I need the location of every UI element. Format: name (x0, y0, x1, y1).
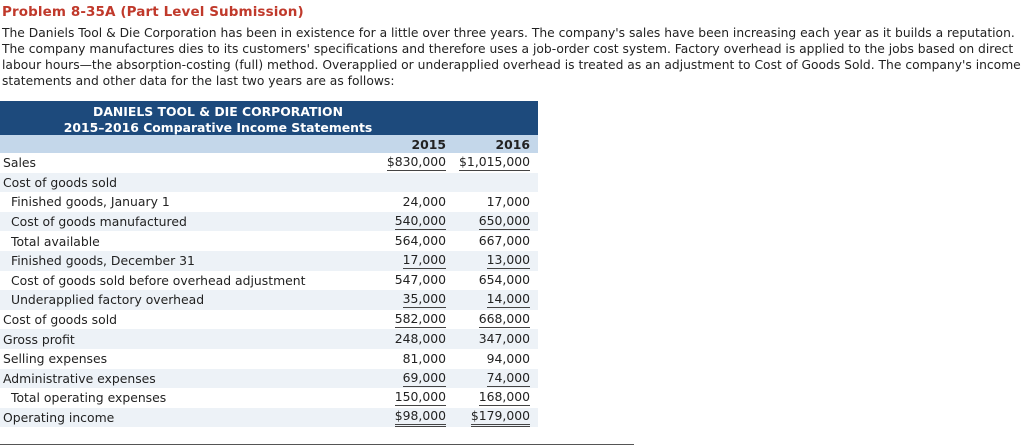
value-2016: 654,000 (478, 272, 530, 288)
table-row: Finished goods, December 31 17,000 13,00… (0, 250, 538, 271)
year-2016-header: 2016 (495, 136, 531, 152)
row-label: Administrative expenses (3, 370, 156, 386)
row-label: Total available (11, 233, 100, 249)
value-2015: 582,000 (394, 311, 446, 329)
value-2016: 650,000 (478, 213, 530, 231)
value-2015: $830,000 (386, 154, 446, 172)
table-row: Administrative expenses 69,000 74,000 (0, 368, 538, 389)
table-row: Sales $830,000 $1,015,000 (0, 153, 538, 173)
row-label: Cost of goods sold (3, 312, 117, 328)
table-row: Cost of goods manufactured 540,000 650,0… (0, 211, 538, 232)
row-label: Finished goods, January 1 (11, 194, 170, 210)
row-label: Underapplied factory overhead (11, 292, 205, 308)
table-row: Total operating expenses 150,000 168,000 (0, 388, 538, 408)
row-label: Sales (3, 155, 36, 171)
value-2015: 540,000 (394, 213, 446, 231)
value-2016: 168,000 (478, 389, 530, 407)
intro-line: The company manufactures dies to its cus… (2, 42, 1014, 56)
row-label: Gross profit (3, 331, 75, 347)
value-2015: 81,000 (402, 350, 446, 366)
value-2015: 564,000 (394, 233, 446, 249)
row-label: Total operating expenses (11, 390, 167, 406)
intro-line: The Daniels Tool & Die Corporation has b… (2, 26, 1015, 40)
row-label: Selling expenses (3, 351, 108, 367)
bottom-divider (0, 444, 634, 445)
intro-line: statements and other data for the last t… (2, 74, 395, 88)
table-row: Operating income $98,000 $179,000 (0, 407, 538, 428)
value-2015: 547,000 (394, 272, 446, 288)
row-label: Operating income (3, 410, 115, 426)
value-2016: 17,000 (486, 193, 530, 209)
value-2016: 13,000 (486, 252, 530, 270)
company-name: DANIELS TOOL & DIE CORPORATION (93, 104, 343, 119)
value-2016: 668,000 (478, 311, 530, 329)
value-2015: 248,000 (394, 331, 446, 347)
table-row: Total available 564,000 667,000 (0, 231, 538, 251)
value-2015: 17,000 (402, 252, 446, 270)
row-label: Finished goods, December 31 (11, 253, 195, 269)
value-2016: $179,000 (470, 408, 530, 428)
table-row: Cost of goods sold 582,000 668,000 (0, 310, 538, 330)
table-row: Gross profit 248,000 347,000 (0, 329, 538, 349)
value-2015: 35,000 (402, 291, 446, 309)
value-2016: 347,000 (478, 331, 530, 347)
value-2016: 667,000 (478, 233, 530, 249)
table-row: Selling expenses 81,000 94,000 (0, 349, 538, 369)
row-label: Cost of goods sold before overhead adjus… (11, 272, 306, 288)
row-label: Cost of goods sold (3, 174, 117, 190)
value-2016: 74,000 (486, 369, 530, 387)
value-2016: 14,000 (486, 291, 530, 309)
value-2015: $98,000 (394, 408, 446, 428)
year-header-row: 2015 2016 (0, 135, 538, 153)
value-2015: 69,000 (402, 369, 446, 387)
table-header: DANIELS TOOL & DIE CORPORATION 2015–2016… (0, 101, 538, 135)
row-label: Cost of goods manufactured (11, 214, 187, 230)
table-row: Cost of goods sold before overhead adjus… (0, 271, 538, 291)
table-row: Cost of goods sold (0, 172, 538, 193)
value-2016: $1,015,000 (459, 154, 530, 172)
value-2016: 94,000 (486, 350, 530, 366)
problem-description: The Daniels Tool & Die Corporation has b… (2, 25, 1021, 89)
value-2015: 24,000 (402, 193, 446, 209)
intro-line: labour hours—the absorption-costing (ful… (2, 58, 1021, 72)
year-2015-header: 2015 (411, 136, 447, 152)
table-row: Finished goods, January 1 24,000 17,000 (0, 192, 538, 212)
table-row: Underapplied factory overhead 35,000 14,… (0, 290, 538, 310)
problem-title: Problem 8-35A (Part Level Submission) (2, 4, 304, 20)
value-2015: 150,000 (394, 389, 446, 407)
statement-subtitle: 2015–2016 Comparative Income Statements (63, 120, 373, 135)
income-statement-table: DANIELS TOOL & DIE CORPORATION 2015–2016… (0, 101, 538, 428)
